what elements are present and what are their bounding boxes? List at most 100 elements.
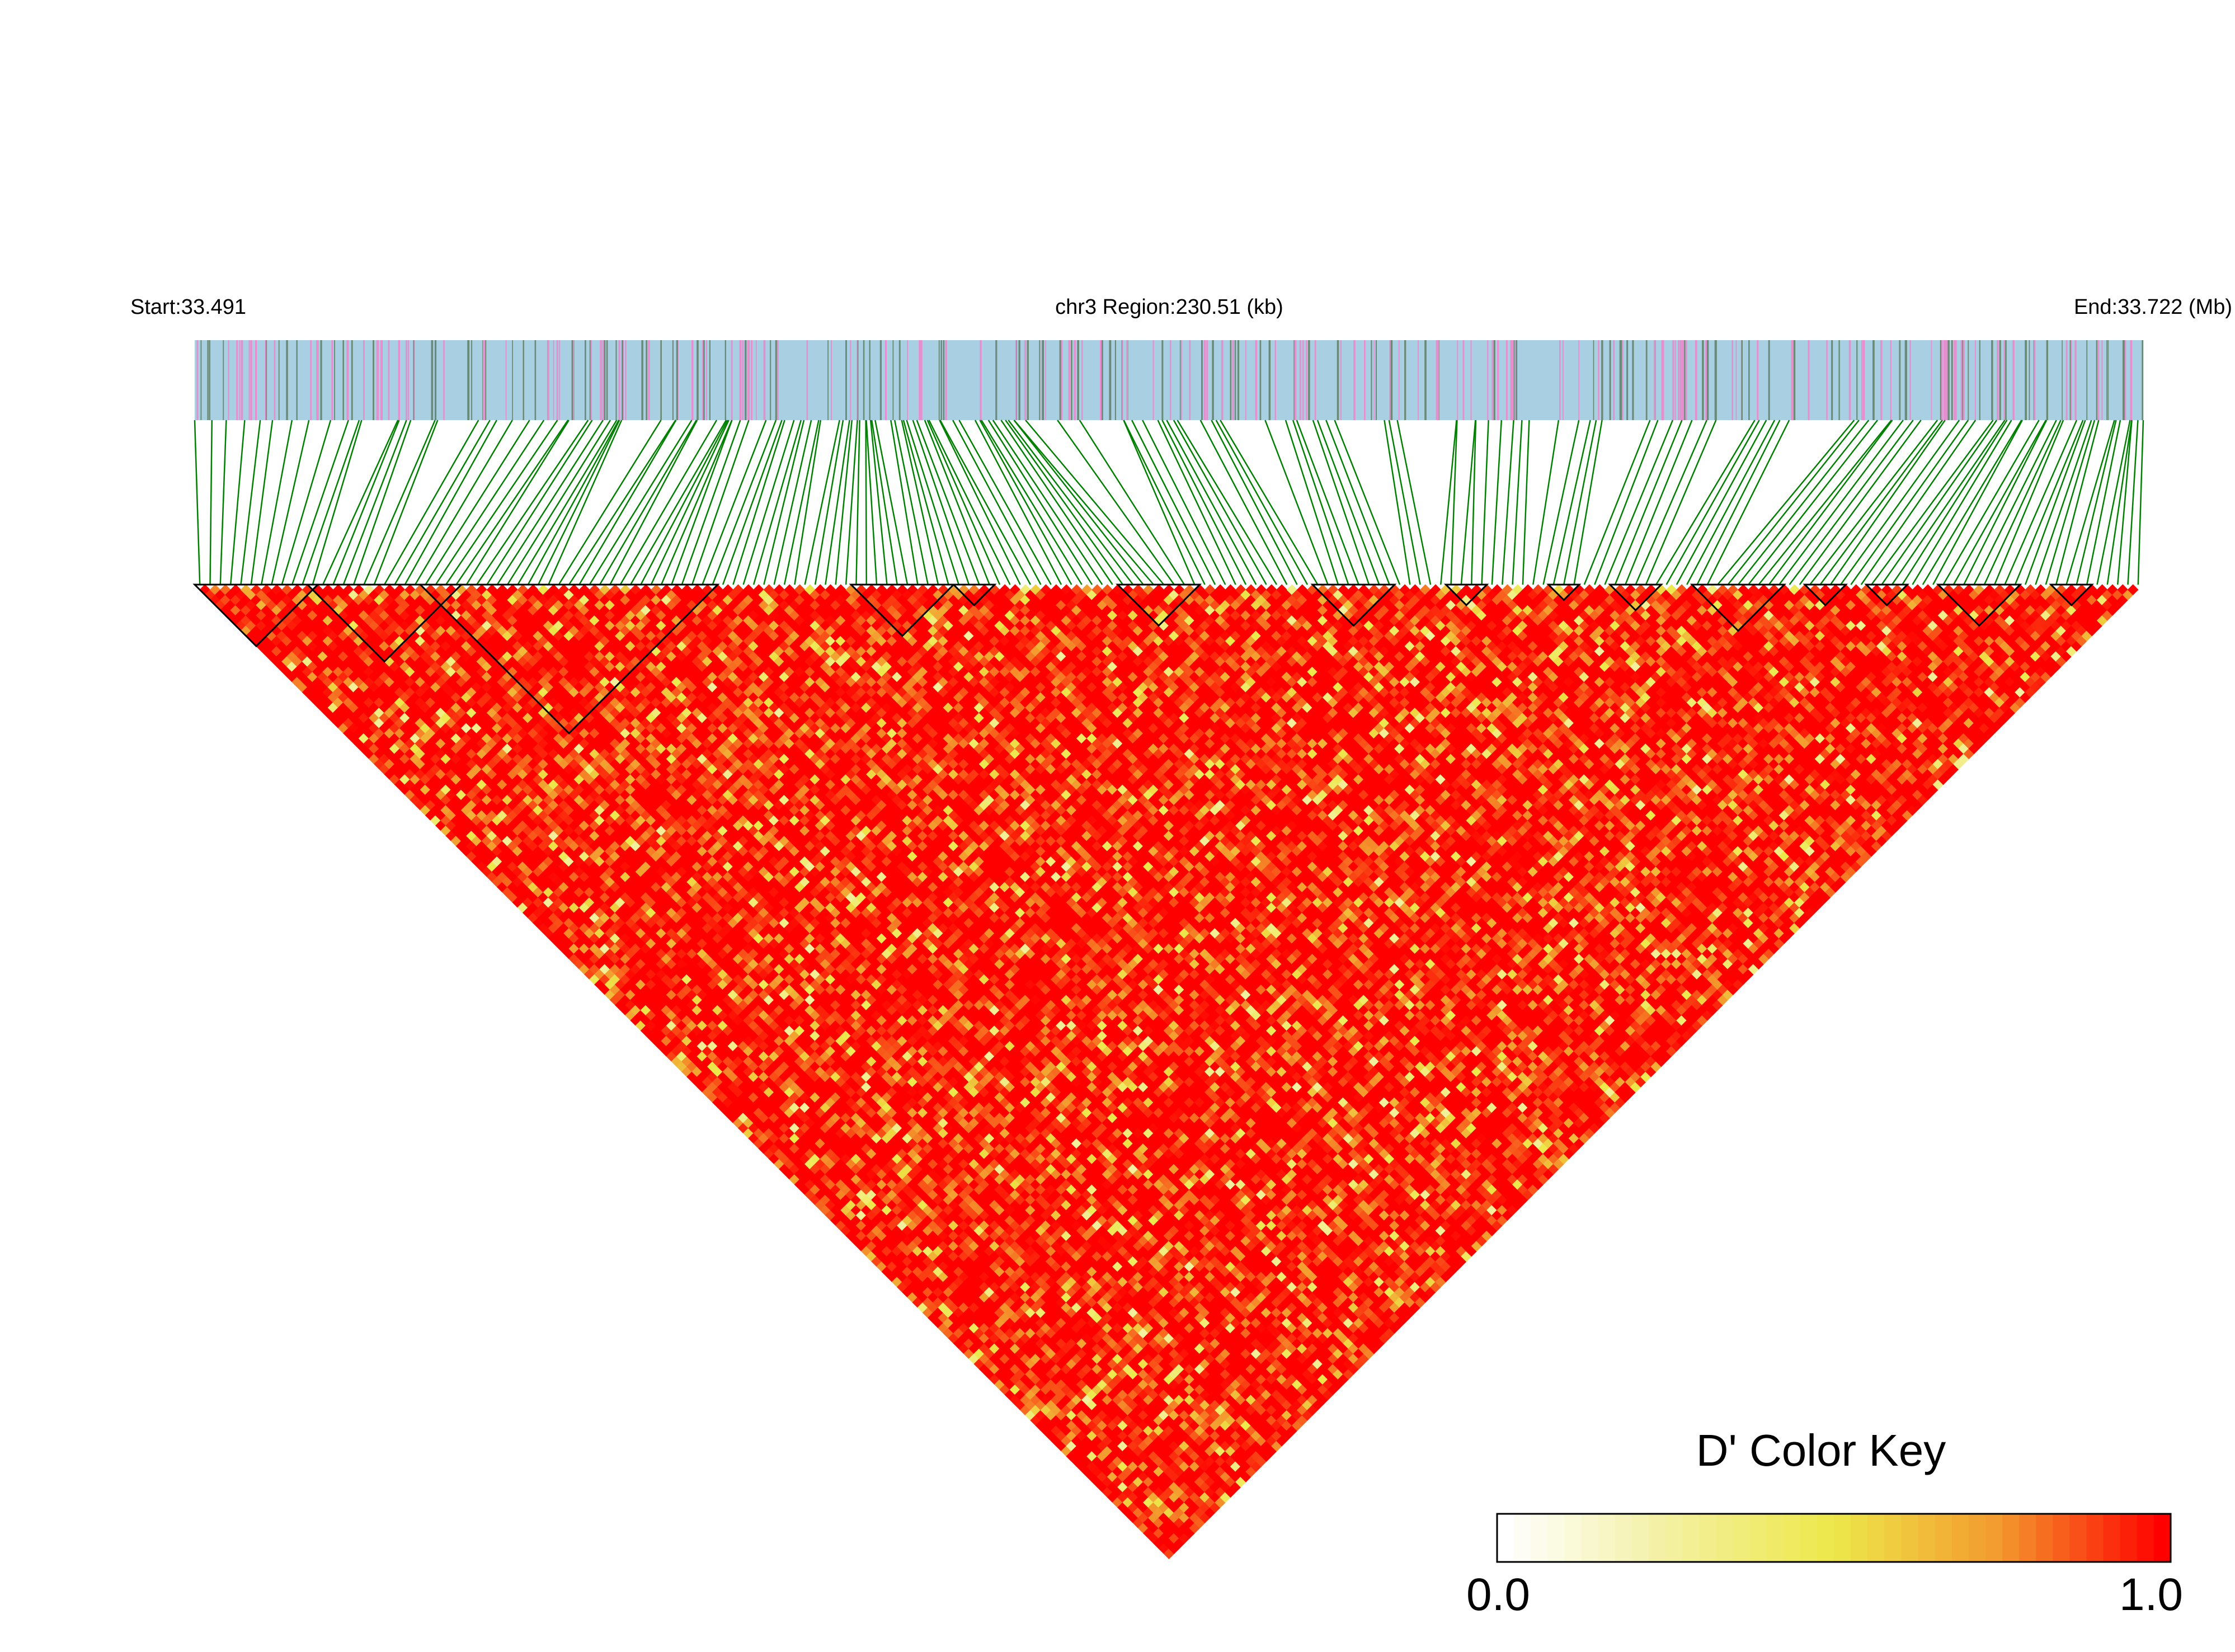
snp-connector [2116, 420, 2133, 585]
gene-mark [892, 340, 894, 420]
gene-mark [1997, 340, 1999, 420]
gene-mark [618, 340, 620, 420]
gene-mark [1680, 340, 1682, 420]
snp-connector [939, 420, 1032, 585]
ld-cell [332, 696, 344, 708]
ld-cell [415, 789, 426, 801]
gene-mark [1515, 340, 1517, 420]
snp-connector [1819, 420, 1944, 585]
snp-connector [1902, 420, 2008, 585]
snp-connector [783, 420, 820, 585]
gene-mark [1838, 340, 1840, 420]
snp-connector [1594, 420, 1659, 585]
snp-connector [1396, 420, 1432, 585]
gene-mark [980, 340, 982, 420]
gene-mark [1899, 340, 1901, 420]
snp-connector [1005, 420, 1124, 585]
ld-cell [671, 1046, 683, 1057]
gene-mark [857, 340, 859, 420]
gene-mark [1890, 340, 1891, 420]
snp-connector [906, 420, 959, 585]
gene-mark [1793, 340, 1796, 420]
gene-mark [1705, 340, 1707, 420]
snp-connector [2076, 420, 2117, 585]
gene-mark [2123, 340, 2125, 420]
ld-cell [1158, 1522, 1170, 1534]
gene-mark [1470, 340, 1472, 420]
ld-cell [543, 907, 554, 919]
snp-connector [1532, 420, 1560, 585]
snp-connector [568, 420, 676, 585]
snp-connector [1768, 420, 1893, 585]
gene-mark [625, 340, 627, 420]
ld-cell [656, 1030, 667, 1042]
snp-connector [1542, 420, 1580, 585]
gene-mark [2069, 340, 2071, 420]
gene-mark [2101, 340, 2103, 420]
gene-mark [388, 340, 390, 420]
gene-mark [1373, 340, 1375, 420]
gene-mark [1045, 340, 1046, 420]
ld-cell [830, 1194, 841, 1206]
gene-mark [1371, 340, 1372, 420]
gene-mark [1645, 340, 1648, 420]
gene-mark [1513, 340, 1515, 420]
gene-mark [697, 340, 699, 420]
gene-mark [660, 340, 662, 420]
gene-mark [2065, 340, 2068, 420]
gene-mark [1340, 340, 1342, 420]
gene-mark [407, 340, 410, 420]
gene-mark [1661, 340, 1663, 420]
gene-mark [443, 340, 445, 420]
gene-mark [1792, 340, 1794, 420]
gene-mark [1826, 340, 1828, 420]
snp-connector [865, 420, 878, 585]
gene-mark [2062, 340, 2063, 420]
gene-mark [1206, 340, 1208, 420]
ld-cell [363, 727, 375, 739]
ld-cell [768, 1133, 780, 1144]
gene-mark [1622, 340, 1624, 420]
gene-mark [1232, 340, 1234, 420]
gene-mark [1245, 340, 1246, 420]
snp-connector [1123, 420, 1206, 585]
ld-cell [860, 1225, 872, 1236]
ld-cell [1030, 1404, 1042, 1416]
snp-connector [1057, 420, 1175, 585]
gene-mark [1077, 340, 1079, 420]
ld-cell [1112, 1476, 1123, 1488]
gene-mark [1512, 340, 1514, 420]
snp-connector [2014, 420, 2084, 585]
gene-mark [351, 340, 353, 420]
gene-mark [831, 340, 832, 420]
ld-cell [1174, 1538, 1185, 1549]
ld-cell [1097, 1461, 1108, 1472]
snp-connector [507, 420, 611, 585]
snp-connector [855, 420, 860, 585]
ld-cell [246, 610, 257, 621]
gene-mark [2097, 340, 2100, 420]
gene-mark [431, 340, 434, 420]
gene-mark [705, 340, 707, 420]
snp-connector [1871, 420, 1994, 585]
ld-cell [789, 1164, 801, 1175]
ld-cell [902, 1266, 913, 1278]
snp-connector [1325, 420, 1390, 585]
gene-mark [1437, 340, 1439, 420]
snp-connector [871, 420, 898, 585]
gene-mark [1497, 340, 1499, 420]
ld-cell [460, 835, 472, 847]
snp-connector [1292, 420, 1349, 585]
snp-connector [992, 420, 1103, 585]
gene-mark [1683, 340, 1686, 420]
snp-connector [496, 420, 604, 585]
snp-connector [835, 420, 853, 585]
gene-mark [2096, 340, 2097, 420]
gene-mark [857, 340, 858, 420]
ld-cell [440, 804, 451, 816]
gene-mark [1904, 340, 1906, 420]
gene-mark [196, 340, 199, 420]
gene-mark [485, 340, 487, 420]
snp-connector [250, 420, 274, 585]
gene-mark [1179, 340, 1181, 420]
